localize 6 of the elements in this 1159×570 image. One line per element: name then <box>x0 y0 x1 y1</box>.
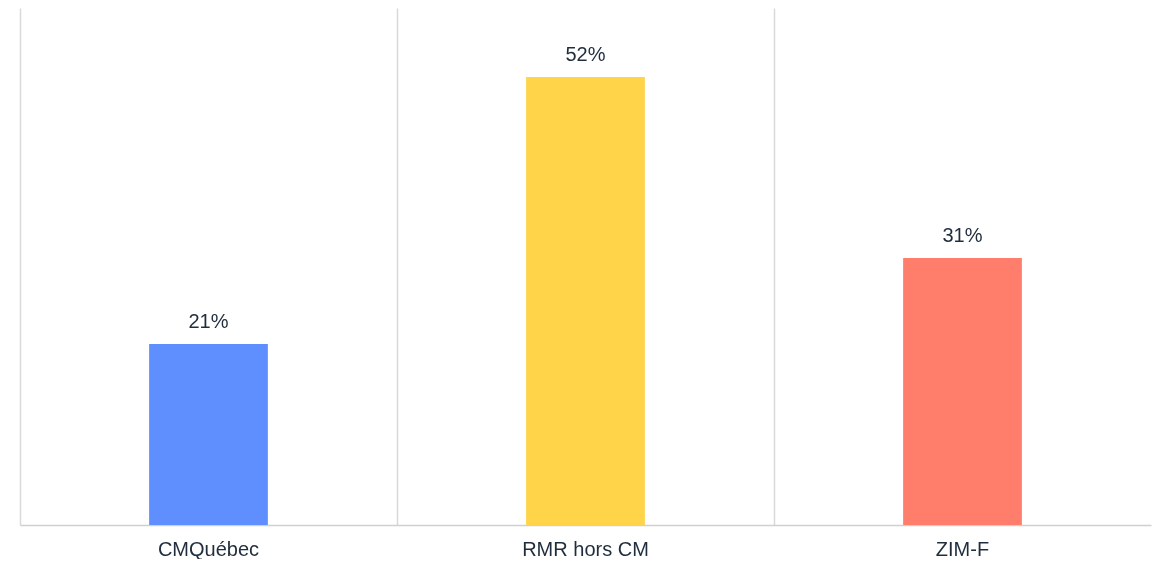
x-tick-label: RMR hors CM <box>522 537 649 560</box>
x-tick-label: CMQuébec <box>157 537 260 560</box>
data-label: 31% <box>942 223 983 246</box>
x-tick-label: ZIM-F <box>935 537 990 560</box>
data-label: 52% <box>565 42 606 65</box>
data-label: 21% <box>188 310 229 333</box>
